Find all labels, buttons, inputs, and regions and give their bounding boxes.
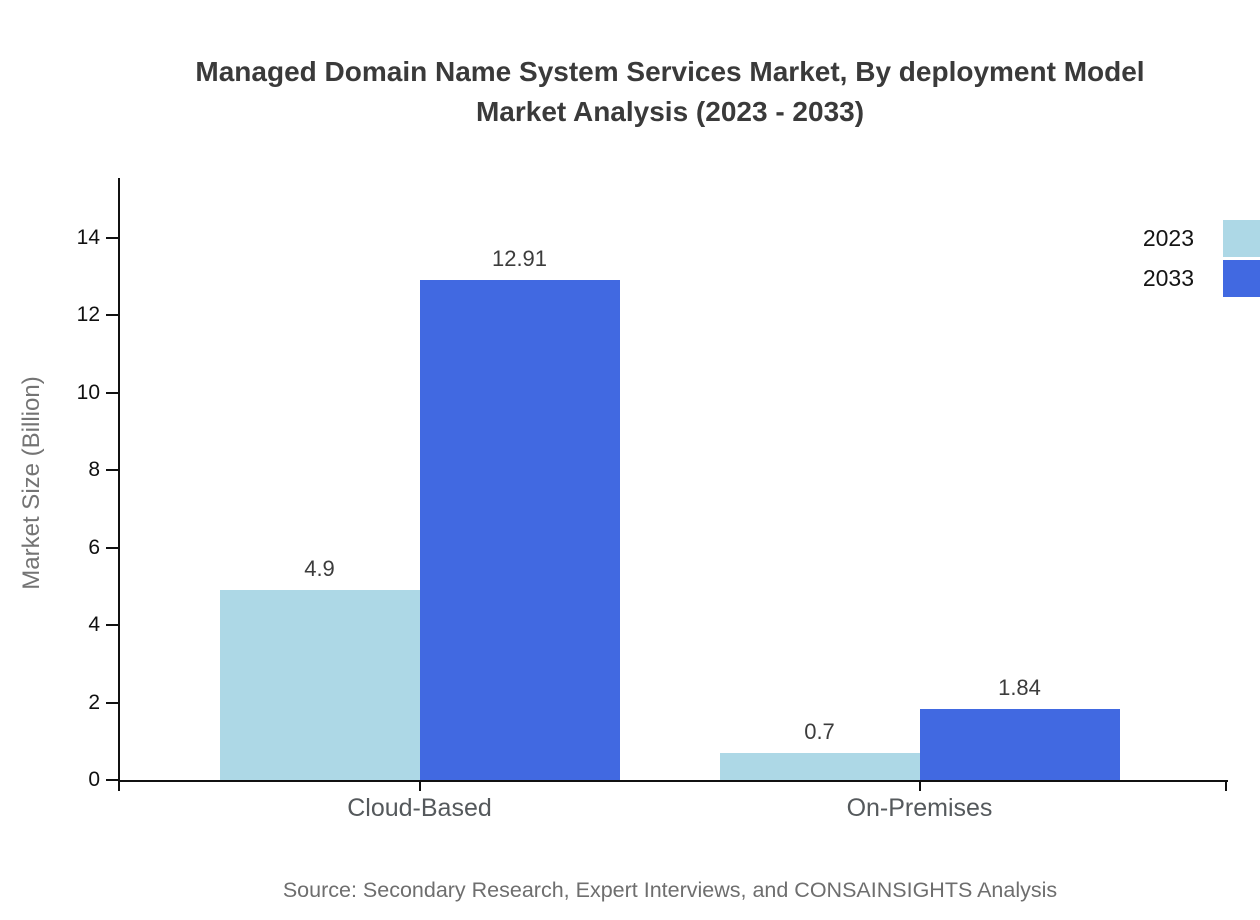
x-axis-line bbox=[118, 780, 1228, 782]
x-axis-tick bbox=[418, 782, 421, 791]
legend-swatch bbox=[1223, 220, 1260, 257]
y-axis-tick-label: 6 bbox=[88, 535, 100, 559]
y-axis-tick-label: 12 bbox=[76, 303, 100, 327]
chart-title-line2: Market Analysis (2023 - 2033) bbox=[475, 96, 865, 127]
y-axis-tick bbox=[106, 546, 118, 549]
y-axis-tick-label: 8 bbox=[88, 458, 100, 482]
bar-cloud-based-2033 bbox=[419, 280, 620, 780]
y-axis-tick bbox=[106, 237, 118, 239]
y-axis-tick-label: 10 bbox=[76, 380, 100, 404]
legend-label: 2023 bbox=[1142, 225, 1194, 251]
bar-value-label: 0.7 bbox=[804, 718, 835, 744]
x-axis-tick bbox=[1225, 782, 1227, 791]
y-axis-tick bbox=[106, 779, 118, 781]
x-axis-tick bbox=[918, 782, 921, 791]
y-axis-tick bbox=[106, 469, 118, 472]
source-note: Source: Secondary Research, Expert Inter… bbox=[282, 878, 1058, 902]
y-axis-tick bbox=[106, 701, 118, 704]
bar-on-premises-2023 bbox=[719, 752, 920, 780]
y-axis-tick-label: 2 bbox=[88, 690, 100, 714]
legend-item-2023: 2023 bbox=[1143, 220, 1260, 257]
legend: 2023 2033 bbox=[1143, 220, 1260, 297]
y-axis-tick bbox=[106, 314, 118, 317]
x-axis-category-label: Cloud-Based bbox=[347, 794, 492, 822]
y-axis-line bbox=[118, 178, 120, 782]
bar-value-label: 1.84 bbox=[998, 674, 1041, 700]
x-axis-tick bbox=[118, 782, 120, 791]
y-axis-tick bbox=[106, 624, 118, 627]
legend-swatch bbox=[1223, 260, 1260, 297]
y-axis-tick-label: 14 bbox=[76, 226, 100, 249]
bar-cloud-based-2023 bbox=[219, 590, 420, 780]
x-axis-category-label: On-Premises bbox=[846, 794, 993, 822]
y-axis-tick-label: 0 bbox=[88, 768, 100, 791]
legend-item-2033: 2033 bbox=[1143, 260, 1260, 297]
y-axis-tick-label: 4 bbox=[88, 613, 100, 637]
legend-label: 2033 bbox=[1142, 265, 1194, 291]
bar-value-label: 12.91 bbox=[491, 246, 548, 272]
bar-value-label: 4.9 bbox=[304, 556, 335, 582]
bar-on-premises-2033 bbox=[919, 708, 1120, 780]
y-axis-tick bbox=[106, 391, 118, 394]
chart-title: Managed Domain Name System Services Mark… bbox=[0, 52, 1260, 132]
chart-title-line1: Managed Domain Name System Services Mark… bbox=[195, 56, 1145, 87]
